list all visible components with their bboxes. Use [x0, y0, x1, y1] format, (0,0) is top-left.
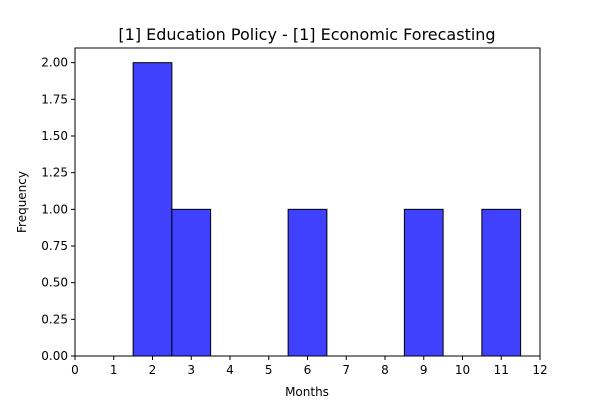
x-tick-label: 3: [187, 363, 195, 377]
y-tick-label: 0.25: [41, 312, 68, 326]
histogram-bar: [171, 208, 212, 357]
y-axis-ticks: 0.00 0.25 0.50 0.75 1.00 1.25 1.50 1.75 2.00: [41, 56, 75, 363]
x-tick-label: 1: [110, 363, 118, 377]
x-tick-label: 4: [226, 363, 234, 377]
x-tick-label: 12: [532, 363, 547, 377]
x-tick-label: 11: [494, 363, 509, 377]
x-tick-label: 7: [342, 363, 350, 377]
histogram-bar: [481, 208, 522, 357]
y-tick-label: 2.00: [41, 56, 68, 70]
y-tick-label: 1.75: [41, 92, 68, 106]
x-tick-label: 6: [304, 363, 312, 377]
x-tick-label: 10: [455, 363, 470, 377]
x-tick-label: 0: [71, 363, 79, 377]
x-tick-label: 2: [149, 363, 157, 377]
y-tick-label: 1.50: [41, 129, 68, 143]
bars-group: [132, 62, 522, 357]
y-tick-label: 0.00: [41, 349, 68, 363]
histogram-bar: [287, 208, 328, 357]
y-tick-label: 1.25: [41, 166, 68, 180]
x-axis-ticks: 0 1 2 3 4 5 6 7 8 9 10 11 12: [71, 356, 548, 377]
y-tick-label: 0.75: [41, 239, 68, 253]
y-tick-label: 0.50: [41, 276, 68, 290]
plot-frame: [74, 47, 541, 357]
x-tick-label: 9: [420, 363, 428, 377]
x-axis-label: Months: [285, 385, 329, 399]
x-tick-label: 5: [265, 363, 273, 377]
chart-title: [1] Education Policy - [1] Economic Fore…: [118, 25, 495, 44]
y-axis-label: Frequency: [15, 171, 29, 233]
histogram-bar: [403, 208, 444, 357]
y-tick-label: 1.00: [41, 202, 68, 216]
x-tick-label: 8: [381, 363, 389, 377]
histogram-bar: [132, 62, 173, 357]
